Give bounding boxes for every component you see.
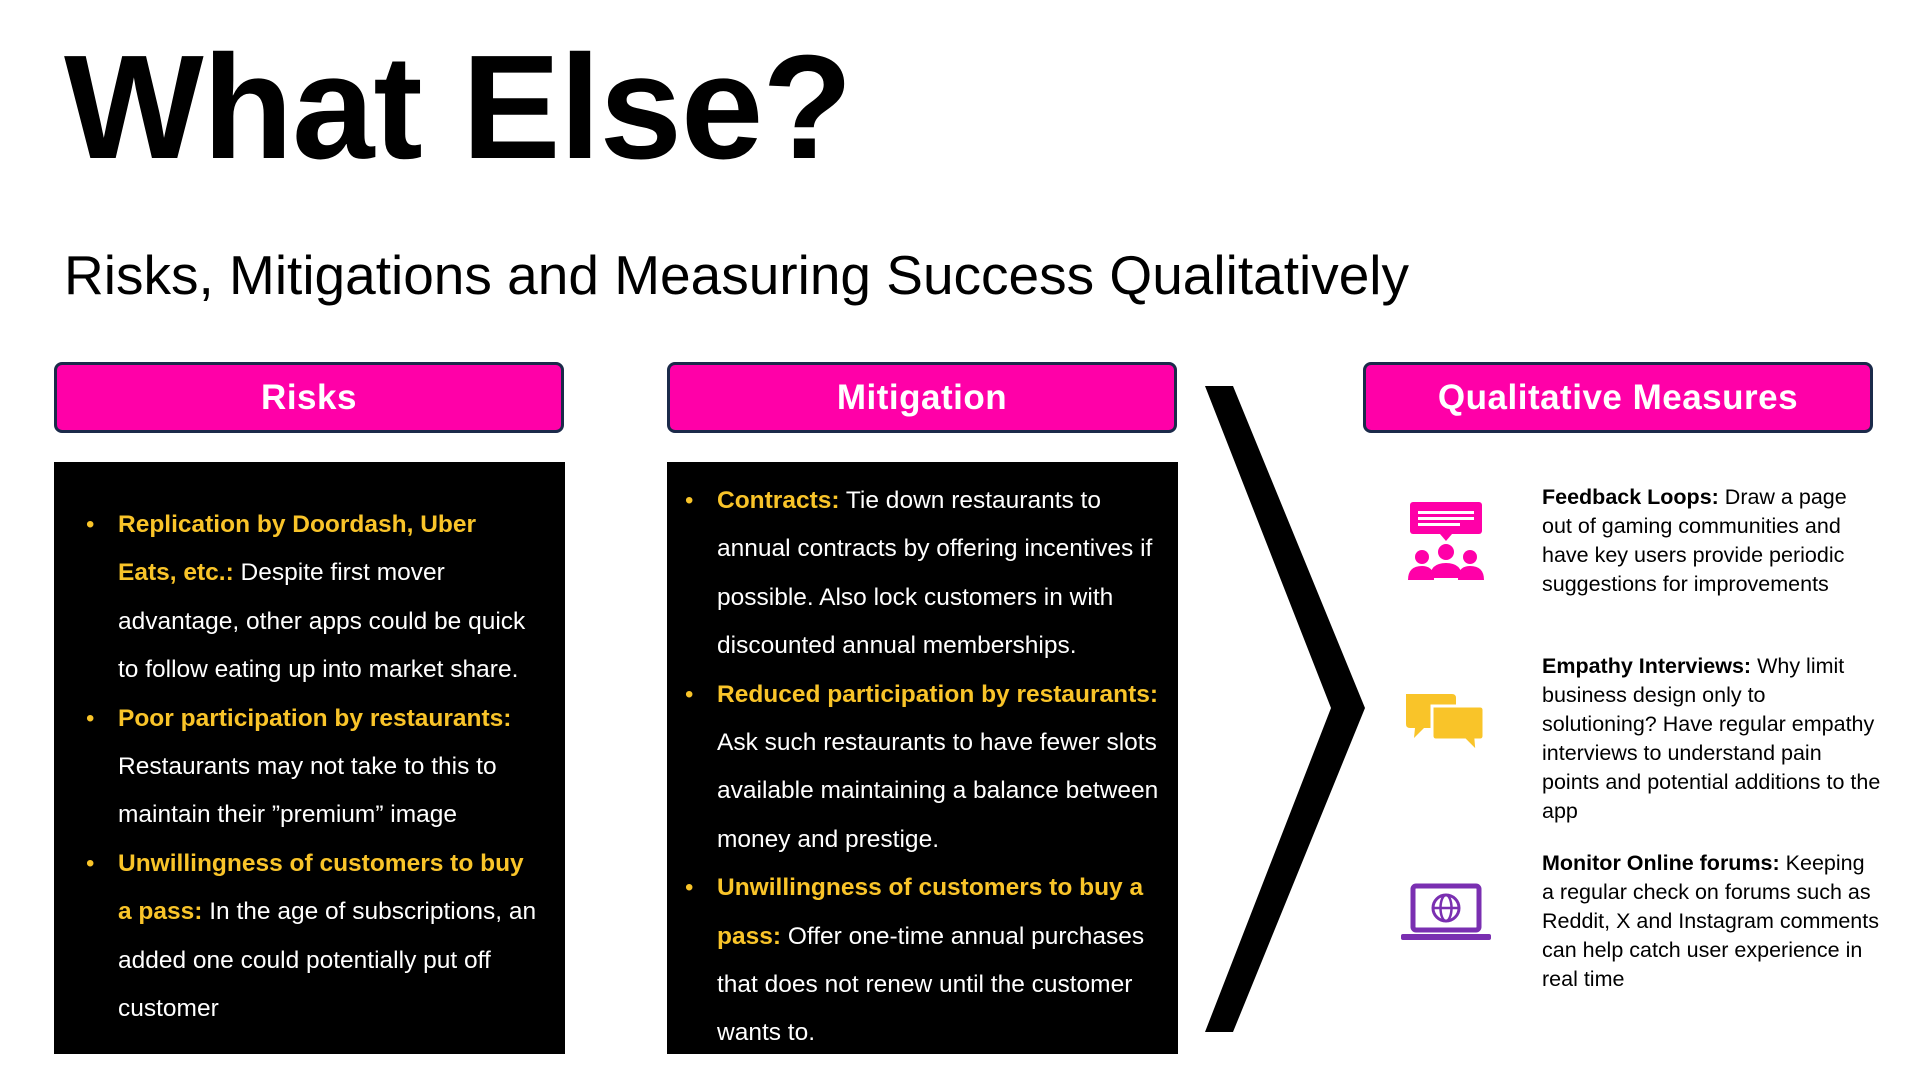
chevron-right-icon	[1205, 386, 1365, 1032]
mitigation-item: Reduced participation by restaurants: As…	[676, 671, 1166, 865]
mitigation-keyword: Contracts:	[717, 487, 840, 514]
measure-item: Empathy Interviews: Why limit business d…	[1542, 652, 1882, 826]
risk-item: Replication by Doordash, Uber Eats, etc.…	[77, 501, 541, 695]
risk-text: Despite first mover advantage, other app…	[118, 559, 526, 684]
feedback-group-icon	[1408, 502, 1484, 580]
chat-bubbles-icon	[1406, 694, 1486, 756]
mitigation-panel: Contracts: Tie down restaurants to annua…	[667, 462, 1178, 1054]
mitigation-header: Mitigation	[667, 362, 1177, 433]
risks-panel: Replication by Doordash, Uber Eats, etc.…	[54, 462, 565, 1054]
risk-keyword: Poor participation by restaurants:	[118, 704, 512, 732]
measures-header: Qualitative Measures	[1363, 362, 1873, 433]
mitigation-text: Offer one-time annual purchases that doe…	[717, 922, 1145, 1047]
mitigation-keyword: Unwillingness of customers to buy a pass…	[717, 874, 1144, 950]
risk-text: Restaurants may not take to this to main…	[118, 753, 497, 829]
measure-text: Keeping a regular check on forums such a…	[1542, 851, 1879, 991]
mitigation-keyword: Reduced participation by restaurants:	[717, 680, 1159, 708]
mitigation-text: Tie down restaurants to annual contracts…	[717, 487, 1153, 660]
slide-title: What Else?	[64, 25, 853, 190]
risk-keyword: Unwillingness of customers to buy a pass…	[118, 849, 524, 926]
laptop-globe-icon	[1401, 883, 1491, 940]
measure-text: Why limit business design only to soluti…	[1542, 654, 1881, 823]
mitigation-item: Contracts: Tie down restaurants to annua…	[676, 477, 1166, 671]
measure-keyword: Feedback Loops:	[1542, 485, 1719, 509]
risk-item: Unwillingness of customers to buy a pass…	[77, 840, 541, 1034]
risk-text: In the age of subscriptions, an added on…	[118, 898, 537, 1023]
mitigation-text: Ask such restaurants to have fewer slots…	[717, 729, 1159, 853]
measure-item: Monitor Online forums: Keeping a regular…	[1542, 849, 1882, 994]
measure-text: Draw a page out of gaming communities an…	[1542, 485, 1847, 596]
slide-subtitle: Risks, Mitigations and Measuring Success…	[64, 244, 1410, 306]
risks-header: Risks	[54, 362, 564, 433]
measure-keyword: Monitor Online forums:	[1542, 851, 1780, 875]
mitigation-item: Unwillingness of customers to buy a pass…	[676, 864, 1166, 1058]
measure-keyword: Empathy Interviews:	[1542, 654, 1752, 678]
measure-item: Feedback Loops: Draw a page out of gamin…	[1542, 483, 1882, 599]
risk-keyword: Replication by Doordash, Uber Eats, etc.…	[118, 511, 477, 587]
risk-item: Poor participation by restaurants: Resta…	[77, 695, 541, 840]
